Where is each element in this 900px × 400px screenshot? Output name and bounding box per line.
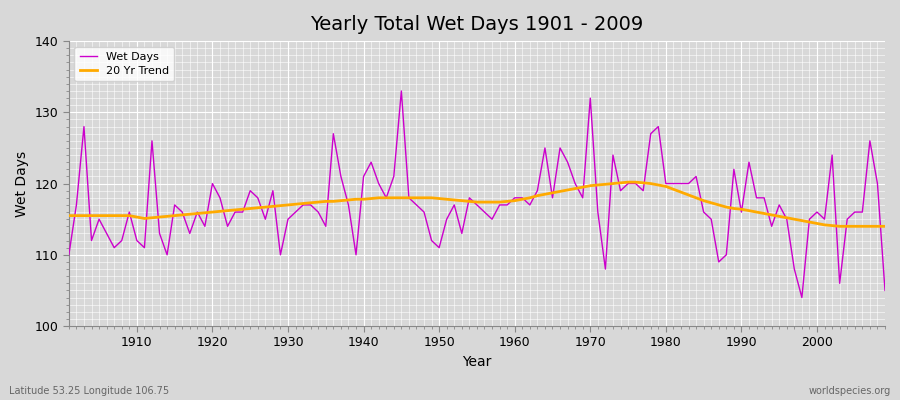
Wet Days xyxy=(879,288,890,293)
Wet Days xyxy=(336,174,346,179)
Wet Days xyxy=(290,210,301,214)
X-axis label: Year: Year xyxy=(463,355,491,369)
Wet Days xyxy=(608,153,618,158)
20 Yr Trend xyxy=(509,198,520,203)
Wet Days xyxy=(63,252,74,257)
20 Yr Trend xyxy=(623,180,634,184)
20 Yr Trend xyxy=(124,213,135,218)
Wet Days xyxy=(124,210,135,214)
Wet Days xyxy=(396,88,407,93)
20 Yr Trend xyxy=(834,224,845,229)
Text: worldspecies.org: worldspecies.org xyxy=(809,386,891,396)
Title: Yearly Total Wet Days 1901 - 2009: Yearly Total Wet Days 1901 - 2009 xyxy=(310,15,644,34)
Line: 20 Yr Trend: 20 Yr Trend xyxy=(68,182,885,226)
20 Yr Trend xyxy=(336,198,346,203)
Line: Wet Days: Wet Days xyxy=(68,91,885,298)
20 Yr Trend xyxy=(63,213,74,218)
20 Yr Trend xyxy=(290,202,301,207)
Text: Latitude 53.25 Longitude 106.75: Latitude 53.25 Longitude 106.75 xyxy=(9,386,169,396)
Wet Days xyxy=(796,295,807,300)
20 Yr Trend xyxy=(879,224,890,229)
20 Yr Trend xyxy=(502,199,513,204)
20 Yr Trend xyxy=(600,182,611,187)
Y-axis label: Wet Days: Wet Days xyxy=(15,150,29,217)
Wet Days xyxy=(509,196,520,200)
Legend: Wet Days, 20 Yr Trend: Wet Days, 20 Yr Trend xyxy=(75,47,175,81)
Wet Days xyxy=(517,196,527,200)
